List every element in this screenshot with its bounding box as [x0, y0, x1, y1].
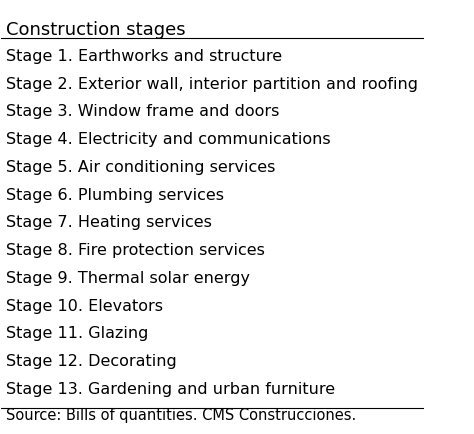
Text: Stage 3. Window frame and doors: Stage 3. Window frame and doors	[6, 104, 279, 119]
Text: Source: Bills of quantities. CMS Construcciones.: Source: Bills of quantities. CMS Constru…	[6, 408, 356, 423]
Text: Stage 13. Gardening and urban furniture: Stage 13. Gardening and urban furniture	[6, 382, 335, 397]
Text: Stage 10. Elevators: Stage 10. Elevators	[6, 299, 163, 314]
Text: Construction stages: Construction stages	[6, 21, 185, 39]
Text: Stage 9. Thermal solar energy: Stage 9. Thermal solar energy	[6, 271, 250, 286]
Text: Stage 8. Fire protection services: Stage 8. Fire protection services	[6, 243, 264, 258]
Text: Stage 11. Glazing: Stage 11. Glazing	[6, 326, 148, 342]
Text: Stage 2. Exterior wall, interior partition and roofing: Stage 2. Exterior wall, interior partiti…	[6, 76, 418, 92]
Text: Stage 4. Electricity and communications: Stage 4. Electricity and communications	[6, 132, 330, 147]
Text: Stage 7. Heating services: Stage 7. Heating services	[6, 215, 211, 230]
Text: Stage 6. Plumbing services: Stage 6. Plumbing services	[6, 187, 224, 203]
Text: Stage 12. Decorating: Stage 12. Decorating	[6, 354, 176, 369]
Text: Stage 5. Air conditioning services: Stage 5. Air conditioning services	[6, 160, 275, 175]
Text: Stage 1. Earthworks and structure: Stage 1. Earthworks and structure	[6, 49, 282, 64]
